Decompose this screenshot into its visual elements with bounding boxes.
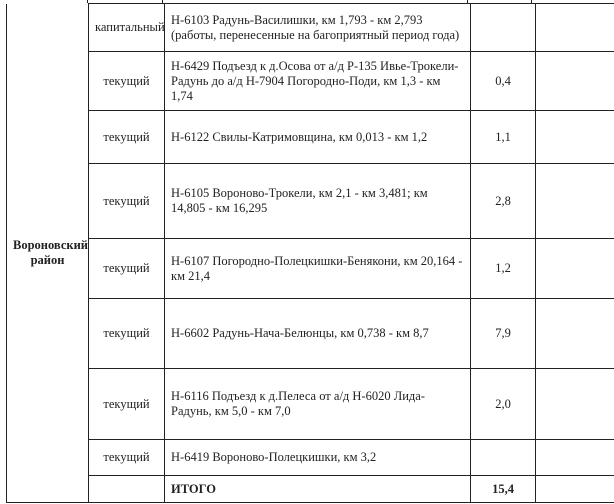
length-km: 2,8 — [470, 163, 536, 239]
road-description: Н-6602 Радунь-Нача-Белюнцы, км 0,738 - к… — [164, 298, 471, 369]
empty-cell — [535, 51, 614, 111]
road-description: Н-6116 Подъезд к д.Пелеса от а/д Н-6020 … — [164, 368, 471, 440]
road-description: Н-6103 Радунь-Василишки, км 1,793 - км 2… — [164, 3, 471, 52]
column-divider — [162, 0, 163, 3]
empty-cell — [88, 475, 165, 503]
empty-cell — [535, 163, 614, 239]
table-row: текущий Н-6429 Подъезд к д.Осова от а/д … — [7, 51, 614, 111]
length-km — [470, 3, 536, 52]
table-row: текущий Н-6122 Свилы-Катримовщина, км 0,… — [7, 110, 614, 164]
repair-type: текущий — [88, 368, 165, 440]
empty-cell — [535, 439, 614, 476]
length-km — [470, 439, 536, 476]
empty-cell — [535, 110, 614, 164]
table-row: Вороновский район капитальный Н-6103 Рад… — [6, 3, 614, 503]
road-description: Н-6122 Свилы-Катримовщина, км 0,013 - км… — [164, 110, 471, 164]
repair-type: текущий — [88, 51, 165, 111]
column-divider — [531, 0, 532, 3]
table-row: текущий Н-6107 Погородно-Полецкишки-Беня… — [7, 238, 614, 299]
length-km: 0,4 — [470, 51, 536, 111]
length-km: 2,0 — [470, 368, 536, 440]
repair-type: текущий — [88, 110, 165, 164]
road-description: Н-6105 Вороново-Трокели, км 2,1 - км 3,4… — [164, 163, 471, 239]
table-row: текущий Н-6116 Подъезд к д.Пелеса от а/д… — [7, 368, 614, 440]
column-divider — [467, 0, 468, 3]
previous-row-edge — [0, 0, 614, 3]
repair-type: текущий — [88, 238, 165, 299]
empty-cell — [535, 475, 614, 503]
column-divider — [87, 0, 88, 3]
road-description: Н-6419 Вороново-Полецкишки, км 3,2 — [164, 439, 471, 476]
empty-cell — [535, 3, 614, 52]
length-km: 7,9 — [470, 298, 536, 369]
table-row: текущий Н-6419 Вороново-Полецкишки, км 3… — [7, 439, 614, 476]
total-value: 15,4 — [470, 475, 536, 503]
road-description: Н-6107 Погородно-Полецкишки-Бенякони, км… — [164, 238, 471, 299]
table-row: текущий Н-6105 Вороново-Трокели, км 2,1 … — [7, 163, 614, 239]
table-row: текущий Н-6602 Радунь-Нача-Белюнцы, км 0… — [7, 298, 614, 369]
repair-type: текущий — [88, 439, 165, 476]
total-label: ИТОГО — [164, 475, 471, 503]
empty-cell — [535, 238, 614, 299]
empty-cell — [535, 298, 614, 369]
length-km: 1,1 — [470, 110, 536, 164]
repair-type: текущий — [88, 298, 165, 369]
empty-cell — [535, 368, 614, 440]
length-km: 1,2 — [470, 238, 536, 299]
road-description: Н-6429 Подъезд к д.Осова от а/д Р-135 Ив… — [164, 51, 471, 111]
district-cell: Вороновский район — [6, 3, 89, 503]
total-row: ИТОГО 15,4 — [7, 475, 614, 503]
repair-type: капитальный — [88, 3, 165, 52]
repair-type: текущий — [88, 163, 165, 239]
road-repair-table: Вороновский район капитальный Н-6103 Рад… — [6, 3, 614, 503]
